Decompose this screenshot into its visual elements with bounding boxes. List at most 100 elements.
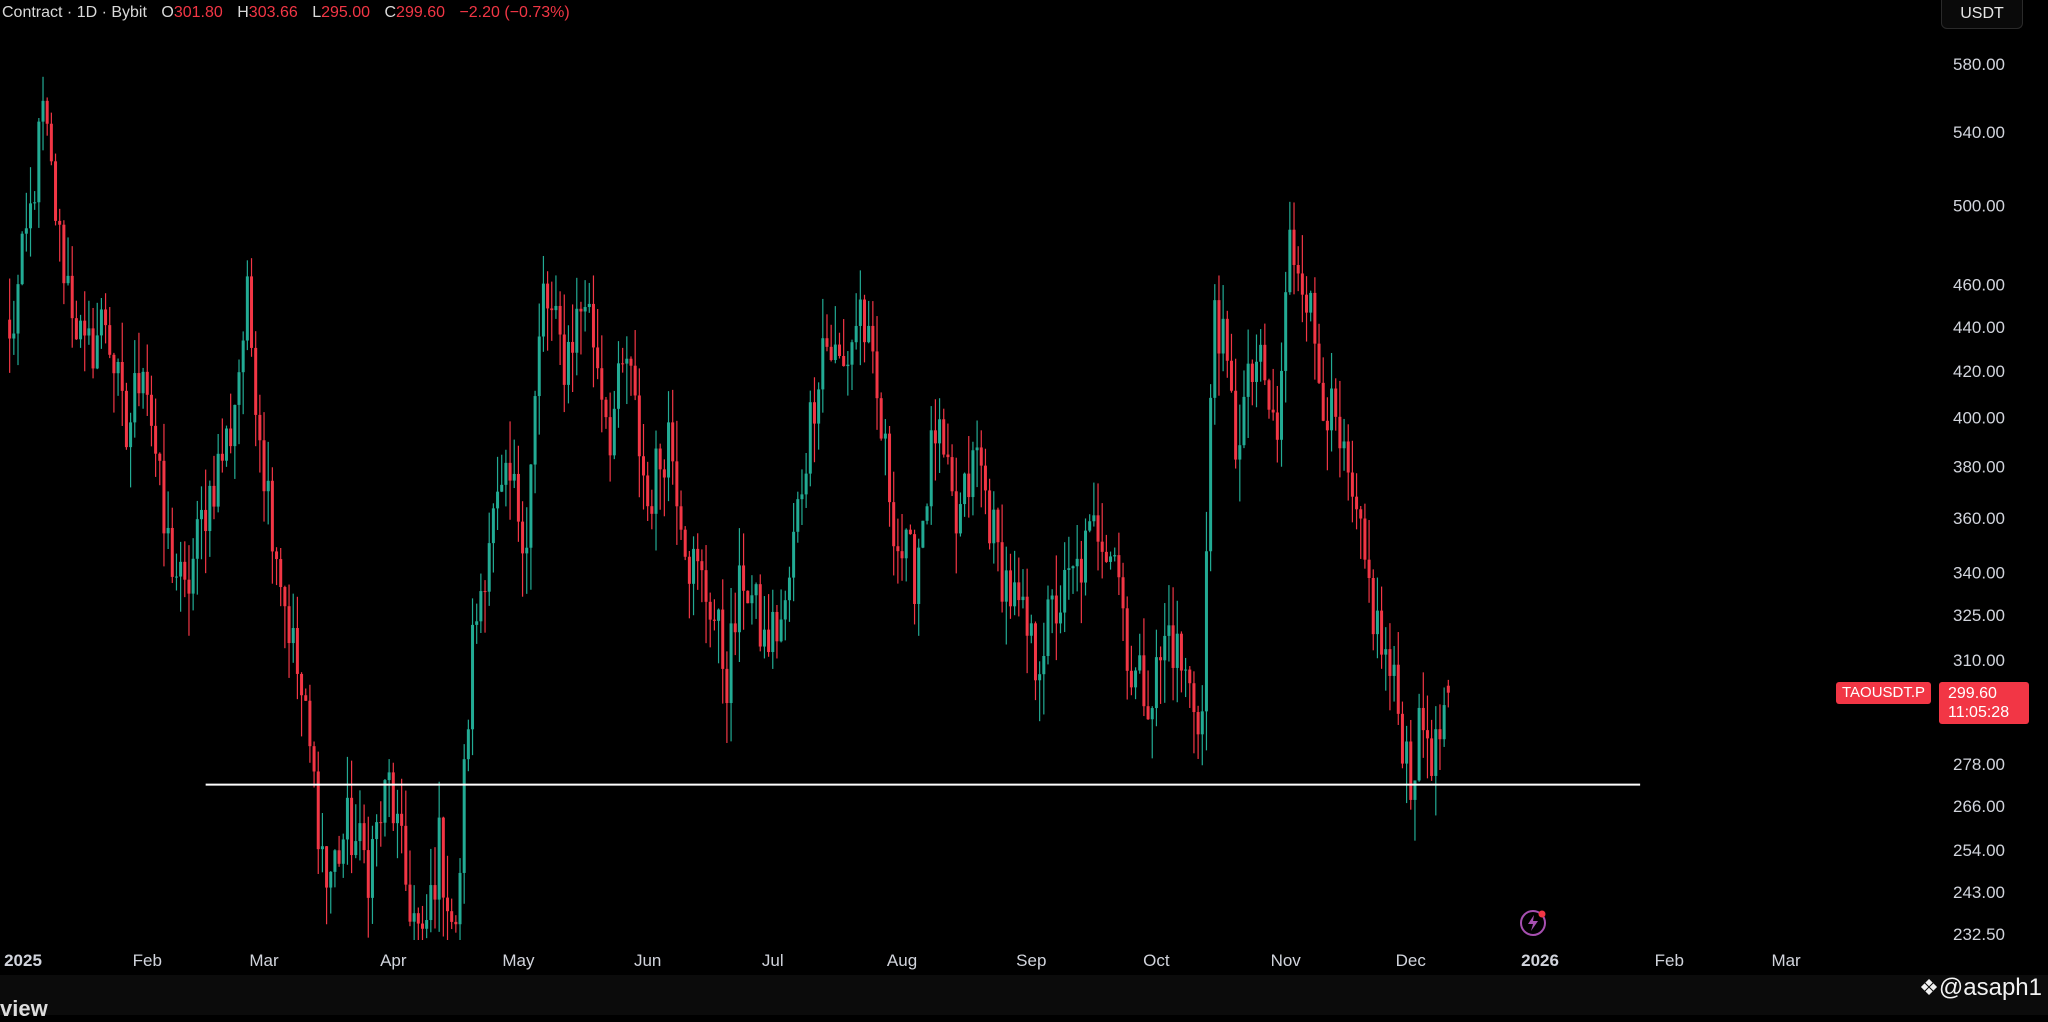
candle-body	[537, 336, 541, 397]
candle-body	[16, 284, 20, 334]
time-axis[interactable]: 2025 Feb Mar Apr May Jun Jul Aug Sep Oct Nov Dec 202…	[4, 951, 1801, 970]
time-tick-label: Mar	[249, 951, 279, 970]
time-tick-label: Feb	[133, 951, 162, 970]
candle-body	[37, 121, 41, 203]
price-tick-label: 460.00	[1953, 276, 2005, 295]
candle-body	[1409, 741, 1413, 800]
candle-body	[1159, 657, 1163, 661]
candle-body	[616, 363, 620, 409]
candle-body	[1305, 294, 1309, 313]
candle-body	[863, 299, 867, 343]
candle-body	[1004, 570, 1008, 602]
candle-body	[204, 509, 208, 532]
candle-body	[1250, 363, 1254, 382]
price-axis[interactable]: 580.00 540.00 500.00 460.00 440.00 420.00 400.…	[1953, 55, 2005, 944]
candle-body	[933, 430, 937, 444]
candle-body	[650, 506, 654, 514]
candle-body	[320, 846, 324, 850]
candle-body	[141, 371, 145, 394]
candle-body	[366, 850, 370, 898]
candle-body	[1229, 360, 1233, 391]
candle-body	[1359, 509, 1363, 519]
candle-body	[1209, 397, 1213, 552]
candle-body	[70, 275, 74, 319]
currency-button[interactable]: USDT	[1941, 0, 2023, 29]
candle-body	[333, 850, 337, 872]
candle-body	[400, 813, 404, 826]
time-tick-label: May	[502, 951, 535, 970]
candle-body	[1275, 412, 1279, 440]
candle-body	[587, 303, 591, 308]
candle-body	[712, 619, 716, 621]
candle-countdown: 11:05:28	[1948, 704, 2010, 721]
candle-body	[654, 448, 658, 514]
candle-body	[896, 546, 900, 552]
low-value: 295.00	[321, 4, 371, 21]
candle-body	[112, 354, 116, 374]
candle-body	[1405, 741, 1409, 764]
candle-body	[33, 202, 37, 204]
candle-body	[216, 453, 220, 507]
candle-body	[41, 100, 45, 122]
candle-body	[29, 203, 33, 229]
last-price-value: 299.60	[1948, 685, 1997, 702]
candle-body	[108, 325, 112, 355]
candle-body	[992, 509, 996, 544]
candle-body	[1113, 555, 1117, 557]
candle-body	[120, 361, 124, 391]
lightning-icon[interactable]	[1518, 908, 1548, 938]
candle-body	[566, 341, 570, 385]
candle-body	[1325, 420, 1329, 431]
candle-body	[1204, 551, 1208, 712]
candle-body	[687, 556, 691, 584]
candle-body	[437, 817, 441, 900]
candle-body	[875, 351, 879, 399]
price-tick-label: 254.00	[1953, 841, 2005, 860]
candle-body	[500, 484, 504, 492]
time-tick-label: Nov	[1271, 951, 1302, 970]
candle-body	[629, 358, 633, 366]
candle-body	[787, 577, 791, 601]
candle-body	[395, 813, 399, 824]
candle-body	[1075, 558, 1079, 567]
candle-body	[913, 534, 917, 604]
candle-body	[625, 358, 629, 364]
candle-body	[1038, 674, 1042, 681]
candle-body	[1096, 515, 1100, 542]
candle-body	[225, 428, 228, 461]
candle-body	[1171, 625, 1175, 668]
time-tick-label: Jun	[634, 951, 661, 970]
candle-body	[1054, 595, 1058, 624]
candle-body	[958, 504, 962, 534]
candle-body	[212, 485, 216, 507]
diamond-logo-icon: ❖	[1919, 975, 1939, 1000]
candle-body	[1092, 515, 1096, 522]
candle-body	[692, 548, 696, 584]
candle-body	[1259, 344, 1263, 362]
candle-body	[867, 325, 871, 343]
candle-body	[420, 923, 424, 929]
candle-body	[149, 394, 153, 426]
candle-body	[166, 527, 170, 534]
candle-body	[1384, 649, 1388, 655]
candle-body	[1367, 559, 1371, 578]
candle-body	[1346, 441, 1350, 473]
candle-body	[546, 283, 550, 309]
candle-body	[145, 371, 149, 395]
candle-body	[1146, 706, 1150, 720]
candle-body	[733, 623, 737, 633]
candle-body	[600, 368, 604, 400]
candle-body	[700, 561, 704, 571]
price-tick-label: 360.00	[1953, 509, 2005, 528]
bottom-toolbar	[0, 975, 2048, 1015]
candle-body	[1271, 409, 1275, 413]
candle-body	[491, 508, 495, 544]
candle-body	[291, 628, 295, 644]
candle-body	[979, 447, 983, 466]
candle-body	[270, 480, 274, 552]
candle-body	[1217, 300, 1221, 354]
candle-body	[312, 746, 316, 772]
candle-body	[1334, 388, 1338, 417]
candle-body	[479, 591, 483, 622]
